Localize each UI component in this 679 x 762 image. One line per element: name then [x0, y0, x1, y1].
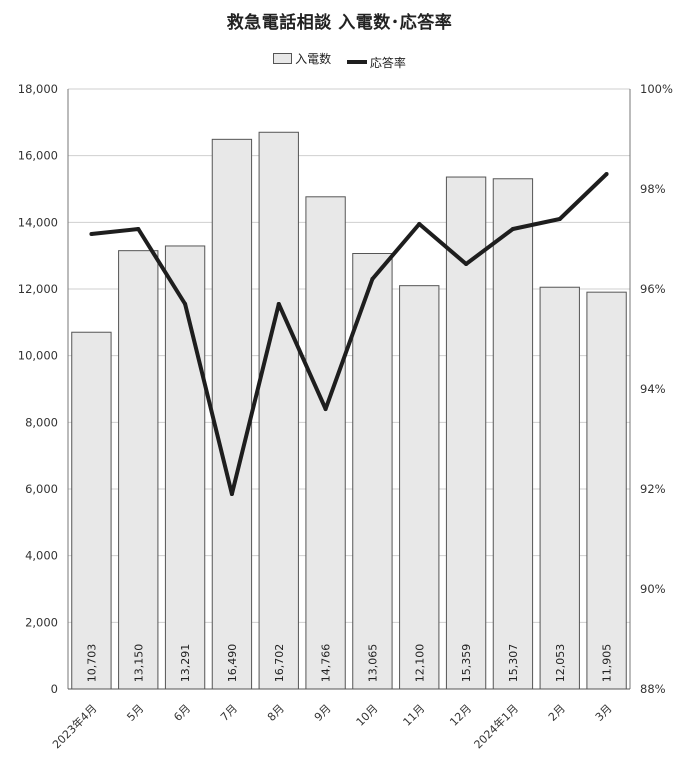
bar-value-label: 16,702: [273, 644, 286, 683]
bar-value-label: 13,291: [179, 644, 192, 683]
bar: [118, 250, 159, 690]
y-left-tick-label: 16,000: [18, 149, 58, 163]
y-right-tick-label: 90%: [640, 582, 666, 596]
x-tick-label: 9月: [312, 702, 334, 724]
x-tick-label: 7月: [218, 702, 240, 724]
bar-value-label: 15,359: [460, 644, 473, 683]
bar-value-label: 11,905: [601, 644, 614, 683]
y-left-tick-label: 18,000: [18, 82, 58, 96]
response-rate-point: [557, 217, 562, 221]
response-rate-point: [417, 222, 422, 226]
x-tick-label: 11月: [401, 702, 428, 729]
y-left-tick-label: 4,000: [25, 549, 58, 563]
chart-title: 救急電話相談 入電数･応答率: [226, 13, 453, 33]
response-rate-point: [323, 407, 328, 411]
bar: [164, 245, 206, 690]
bar: [71, 331, 112, 690]
response-rate-point: [136, 227, 141, 231]
response-rate-point: [276, 302, 281, 306]
y-right-tick-label: 100%: [640, 82, 673, 96]
y-right-tick-label: 96%: [640, 282, 666, 296]
bar: [352, 253, 393, 690]
y-left-tick-label: 2,000: [25, 615, 58, 629]
response-rate-point: [370, 277, 375, 281]
x-tick-label: 5月: [124, 702, 146, 724]
y-right-tick-label: 98%: [640, 182, 666, 196]
legend: 入電数 応答率: [0, 50, 679, 71]
x-tick-label: 10月: [354, 702, 381, 729]
bar: [539, 286, 580, 690]
y-left-tick-label: 8,000: [25, 415, 58, 429]
y-right-tick-label: 94%: [640, 382, 666, 396]
bar-value-label: 15,307: [507, 644, 520, 683]
y-left-tick-label: 14,000: [18, 215, 58, 229]
y-left-tick-label: 0: [51, 682, 58, 696]
y-left-tick-label: 12,000: [18, 282, 58, 296]
bar: [399, 285, 440, 690]
legend-bar-swatch: [273, 53, 293, 64]
legend-line-swatch: [346, 60, 367, 64]
bar: [305, 196, 346, 690]
bar: [492, 178, 534, 690]
x-tick-label: 2月: [546, 702, 568, 724]
response-rate-point: [464, 262, 469, 266]
bar-value-label: 14,766: [320, 644, 333, 683]
x-tick-label: 3月: [593, 702, 615, 724]
x-tick-label: 2023年4月: [49, 701, 99, 751]
y-left-tick-label: 10,000: [18, 349, 58, 363]
x-tick-label: 6月: [171, 702, 193, 724]
y-right-tick-label: 92%: [640, 482, 666, 496]
bar-value-label: 16,490: [226, 644, 239, 683]
y-right-tick-label: 88%: [640, 682, 666, 696]
legend-label-rate: 応答率: [369, 55, 406, 70]
bar-value-label: 13,150: [132, 644, 145, 683]
response-rate-line: [91, 172, 608, 496]
bar-value-label: 13,065: [366, 644, 379, 683]
bar-value-label: 10,703: [85, 644, 98, 683]
bar-value-label: 12,100: [413, 644, 426, 683]
y-left-tick-label: 6,000: [25, 482, 58, 496]
x-tick-label: 2024年1月: [471, 701, 521, 751]
legend-item-calls: 入電数: [273, 50, 331, 67]
bar-value-label: 12,053: [554, 644, 567, 683]
response-rate-point: [183, 302, 188, 306]
legend-label-calls: 入電数: [295, 52, 332, 66]
response-rate-point: [229, 492, 234, 496]
x-tick-label: 12月: [447, 702, 474, 729]
bar: [586, 291, 627, 690]
response-rate-point: [604, 172, 609, 176]
bar: [258, 131, 299, 690]
bar: [211, 138, 253, 690]
response-rate-point: [89, 232, 94, 236]
x-tick-label: 8月: [265, 702, 287, 724]
legend-item-rate: 応答率: [346, 54, 406, 71]
response-rate-point: [510, 227, 515, 231]
